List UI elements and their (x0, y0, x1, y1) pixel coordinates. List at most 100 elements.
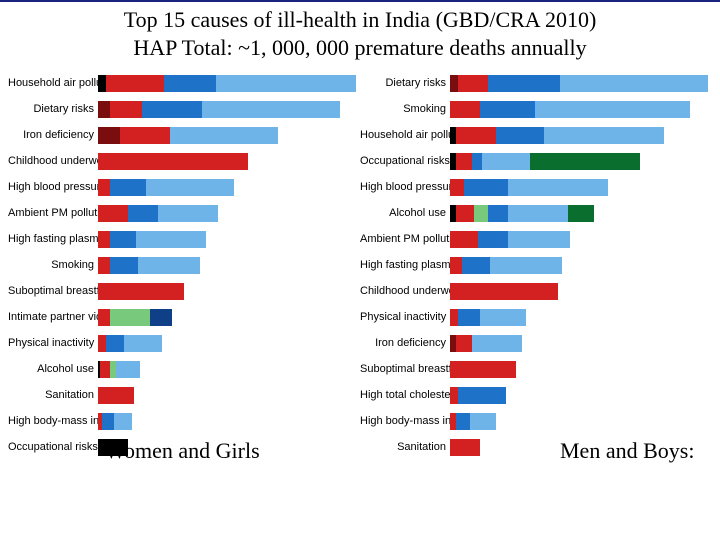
bar (450, 283, 558, 300)
bar-segment (456, 335, 472, 352)
bar-label: Physical inactivity (8, 337, 98, 349)
bar (450, 179, 608, 196)
bar-label: Occupational risks (360, 155, 450, 167)
bar-label: Childhood underweight (8, 155, 98, 167)
bar-label: Ambient PM pollution (360, 233, 450, 245)
bar (450, 439, 480, 456)
bar-segment (150, 309, 172, 326)
bar-segment (98, 153, 248, 170)
bar-segment (106, 335, 124, 352)
bar-row: High fasting plasma glucose (8, 226, 360, 252)
bar-segment (474, 205, 488, 222)
bar-row: Physical inactivity (360, 304, 712, 330)
bar (98, 257, 200, 274)
bar-segment (110, 257, 138, 274)
bar-segment (128, 205, 158, 222)
bar-segment (482, 153, 530, 170)
bar-segment (450, 101, 480, 118)
bar-segment (98, 75, 106, 92)
bar (450, 75, 708, 92)
bar-segment (138, 257, 200, 274)
title-line1: Top 15 causes of ill-health in India (GB… (124, 7, 597, 32)
bar-row: Intimate partner violence (8, 304, 360, 330)
bar (450, 231, 570, 248)
bar-segment (110, 231, 136, 248)
bar-row: Sanitation (8, 382, 360, 408)
bar-label: High fasting plasma glucose (360, 259, 450, 271)
bar-segment (216, 75, 356, 92)
bar-segment (98, 179, 110, 196)
bar-label: Household air pollution (360, 129, 450, 141)
bar-label: Intimate partner violence (8, 311, 98, 323)
bar-segment (530, 153, 640, 170)
bar-segment (508, 205, 568, 222)
bar-row: High body-mass index (360, 408, 712, 434)
bar-row: Smoking (8, 252, 360, 278)
bar-segment (496, 127, 544, 144)
bar-label: Sanitation (8, 389, 98, 401)
bar-segment (450, 439, 480, 456)
bar-segment (508, 231, 570, 248)
bar-label: High blood pressure (8, 181, 98, 193)
bar-segment (158, 205, 218, 222)
bar-label: Childhood underweight (360, 285, 450, 297)
bar-segment (98, 127, 120, 144)
bar-segment (462, 257, 490, 274)
bar-label: High total cholesterol (360, 389, 450, 401)
bar-label: Alcohol use (360, 207, 450, 219)
bar (450, 127, 664, 144)
bar-segment (110, 309, 150, 326)
bar-segment (544, 127, 664, 144)
bar-segment (114, 413, 132, 430)
bar-segment (98, 257, 110, 274)
bar-row: High blood pressure (8, 174, 360, 200)
bar-segment (456, 153, 472, 170)
bar (98, 309, 172, 326)
bar-row: Iron deficiency (360, 330, 712, 356)
bar-segment (480, 101, 535, 118)
title-line2: HAP Total: ~1, 000, 000 premature deaths… (133, 35, 586, 60)
bar-label: Suboptimal breastfeeding (360, 363, 450, 375)
bar-segment (488, 205, 508, 222)
bar (98, 179, 234, 196)
bar-segment (450, 387, 458, 404)
bar-segment (464, 179, 508, 196)
bar-row: Household air pollution (360, 122, 712, 148)
bar-segment (124, 335, 162, 352)
bar-segment (450, 231, 478, 248)
bar-row: Occupational risks (360, 148, 712, 174)
bar (450, 335, 522, 352)
bar-row: Physical inactivity (8, 330, 360, 356)
bar-segment (146, 179, 234, 196)
bar-label: Ambient PM pollution (8, 207, 98, 219)
bar (98, 127, 278, 144)
chart-men: Dietary risksSmokingHousehold air pollut… (360, 70, 712, 460)
bar-segment (450, 179, 464, 196)
bar-row: High fasting plasma glucose (360, 252, 712, 278)
bar-row: Ambient PM pollution (360, 226, 712, 252)
bar (98, 231, 206, 248)
bar-segment (458, 387, 506, 404)
bar-label: Iron deficiency (360, 337, 450, 349)
bar-row: Childhood underweight (360, 278, 712, 304)
bar (450, 387, 506, 404)
chart-women: Household air pollutionDietary risksIron… (8, 70, 360, 460)
bar (450, 309, 526, 326)
bar-segment (98, 335, 106, 352)
bar-segment (164, 75, 216, 92)
bar-segment (98, 309, 110, 326)
bar-segment (120, 127, 170, 144)
bar-segment (98, 231, 110, 248)
bar-label: Smoking (8, 259, 98, 271)
bar-row: Iron deficiency (8, 122, 360, 148)
bar (98, 153, 248, 170)
bar-label: Iron deficiency (8, 129, 98, 141)
bar-segment (110, 179, 146, 196)
bar-row: High total cholesterol (360, 382, 712, 408)
bar-segment (98, 101, 110, 118)
bar (98, 413, 132, 430)
caption-men: Men and Boys: (560, 438, 694, 464)
bar-segment (102, 413, 114, 430)
bar-segment (456, 205, 474, 222)
bar-segment (508, 179, 608, 196)
